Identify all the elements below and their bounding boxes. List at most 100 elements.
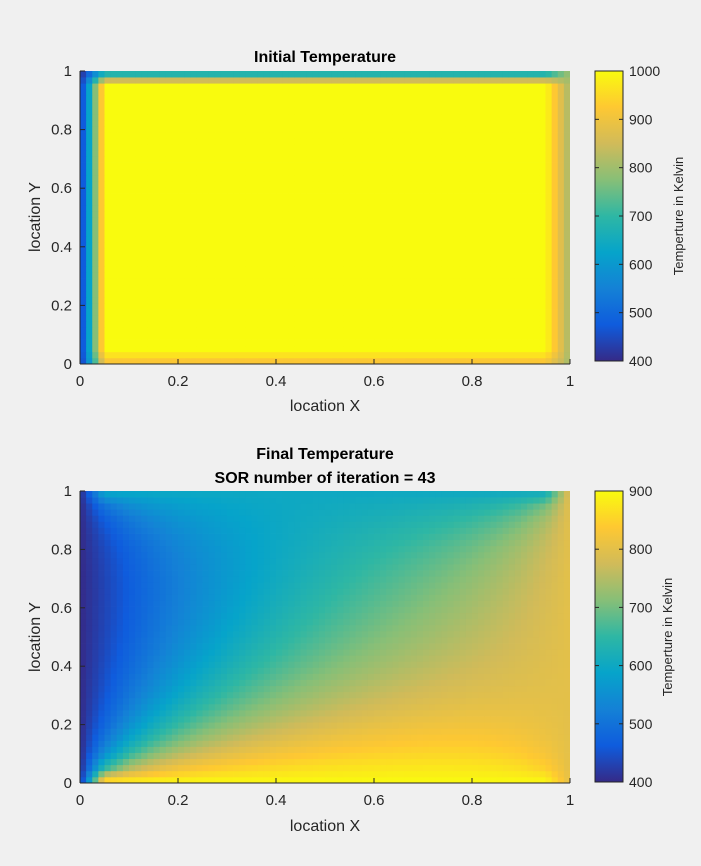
heatmap-cell (508, 162, 516, 170)
heatmap-cell (478, 229, 485, 237)
heatmap-cell (184, 229, 191, 237)
heatmap-cell (367, 89, 375, 96)
heatmap-cell (404, 186, 412, 194)
heatmap-cell (263, 119, 271, 127)
heatmap-cell (521, 95, 528, 102)
heatmap-cell (404, 728, 412, 735)
heatmap-cell (135, 241, 142, 249)
heatmap-cell (294, 89, 301, 96)
heatmap-cell (129, 333, 136, 340)
heatmap-cell (202, 150, 209, 157)
heatmap-cell (251, 205, 258, 212)
heatmap-cell (367, 357, 375, 364)
heatmap-cell (367, 138, 375, 145)
heatmap-cell (110, 703, 118, 711)
heatmap-cell (312, 722, 320, 729)
heatmap-cell (159, 248, 167, 255)
heatmap-cell (361, 345, 369, 353)
heatmap-cell (557, 333, 565, 340)
heatmap-cell (429, 776, 436, 783)
heatmap-cell (508, 156, 516, 163)
heatmap-cell (190, 734, 197, 741)
heatmap-cell (257, 205, 265, 212)
heatmap-cell (465, 235, 473, 243)
heatmap-cell (429, 107, 436, 115)
heatmap-cell (220, 703, 228, 711)
heatmap-cell (343, 83, 350, 90)
heatmap-cell (429, 101, 436, 108)
heatmap-cell (484, 752, 491, 760)
heatmap-cell (239, 345, 246, 353)
heatmap-cell (159, 728, 167, 735)
heatmap-cell (306, 211, 314, 218)
heatmap-cell (441, 168, 448, 176)
heatmap-cell (159, 321, 167, 328)
heatmap-cell (527, 296, 534, 304)
heatmap-cell (129, 77, 136, 84)
heatmap-cell (294, 716, 301, 723)
heatmap-cell (545, 211, 552, 218)
heatmap-cell (465, 309, 473, 316)
heatmap-cell (276, 168, 283, 176)
heatmap-cell (343, 734, 350, 741)
heatmap-cell (490, 248, 497, 255)
heatmap-cell (233, 758, 240, 766)
heatmap-cell (92, 315, 99, 322)
heatmap-cell (153, 734, 160, 741)
heatmap-cell (92, 710, 99, 717)
heatmap-cell (147, 740, 154, 747)
heatmap-cell (453, 272, 461, 279)
heatmap-cell (398, 217, 405, 224)
heatmap-cell (80, 703, 87, 711)
heatmap-cell (178, 339, 185, 347)
heatmap-cell (147, 734, 154, 741)
heatmap-cell (202, 296, 209, 304)
heatmap-cell (398, 144, 405, 151)
heatmap-cell (374, 180, 381, 188)
heatmap-cell (80, 235, 87, 243)
heatmap-cell (435, 107, 442, 115)
heatmap-cell (135, 697, 142, 705)
heatmap-cell (465, 89, 473, 96)
heatmap-cell (312, 217, 320, 224)
heatmap-cell (490, 71, 497, 78)
heatmap-cell (374, 132, 381, 139)
heatmap-cell (135, 95, 142, 102)
heatmap-cell (129, 776, 136, 783)
heatmap-cell (257, 199, 265, 206)
heatmap-cell (104, 156, 111, 163)
heatmap-cell (349, 266, 356, 273)
heatmap-cell (227, 186, 234, 194)
heatmap-cell (343, 199, 350, 206)
heatmap-cell (306, 746, 314, 753)
heatmap-cell (153, 752, 160, 760)
heatmap-cell (435, 71, 442, 78)
heatmap-cell (288, 278, 295, 286)
heatmap-cell (86, 266, 93, 273)
heatmap-cell (514, 193, 522, 200)
heatmap-cell (496, 315, 503, 322)
heatmap-cell (551, 710, 559, 717)
heatmap-cell (318, 302, 326, 310)
heatmap-cell (545, 174, 552, 182)
heatmap-cell (269, 217, 277, 224)
heatmap-cell (147, 333, 154, 340)
heatmap-cell (318, 770, 326, 778)
heatmap-cell (171, 333, 179, 340)
heatmap-cell (557, 119, 565, 127)
heatmap-cell (521, 752, 528, 760)
heatmap-cell (527, 71, 534, 78)
heatmap-cell (282, 83, 289, 90)
heatmap-cell (514, 345, 522, 353)
heatmap-cell (533, 168, 540, 176)
heatmap-cell (367, 309, 375, 316)
heatmap-cell (502, 180, 510, 188)
heatmap-cell (392, 710, 399, 717)
heatmap-cell (110, 101, 118, 108)
heatmap-cell (98, 193, 105, 200)
heatmap-cell (116, 266, 124, 273)
heatmap-cell (92, 71, 99, 78)
heatmap-cell (337, 162, 344, 170)
heatmap-cell (141, 193, 148, 200)
heatmap-cell (282, 205, 289, 212)
